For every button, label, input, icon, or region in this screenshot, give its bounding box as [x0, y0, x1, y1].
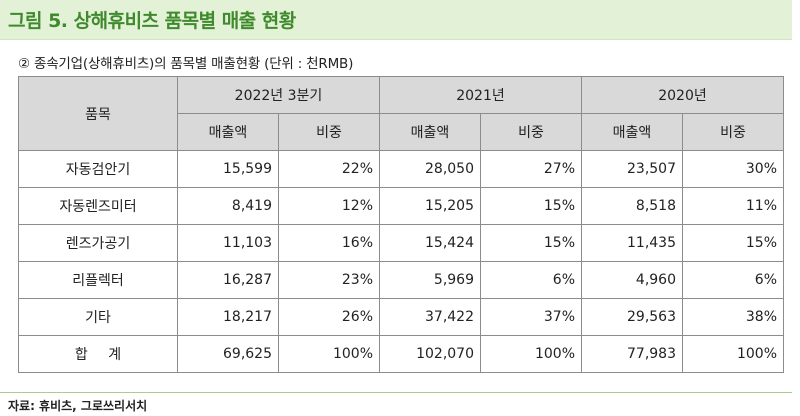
header-share: 비중	[480, 113, 582, 151]
cell-sales: 16,287	[177, 261, 279, 299]
cell-sales: 5,969	[379, 261, 481, 299]
header-period-2022q3: 2022년 3분기	[177, 76, 380, 114]
table-row: 리플렉터 16,287 23% 5,969 6% 4,960 6%	[18, 261, 784, 299]
cell-sales: 15,205	[379, 187, 481, 225]
row-item: 자동렌즈미터	[18, 187, 178, 225]
sales-by-item-table: 품목 2022년 3분기 2021년 2020년 매출액 비중 매출액 비중 매…	[18, 76, 784, 373]
figure-title: 그림 5. 상해휴비츠 품목별 매출 현황	[0, 0, 792, 40]
cell-share: 27%	[480, 150, 582, 188]
cell-share: 22%	[278, 150, 380, 188]
cell-share: 100%	[480, 335, 582, 373]
cell-share: 15%	[480, 224, 582, 262]
cell-share: 15%	[682, 224, 784, 262]
table-row: 자동검안기 15,599 22% 28,050 27% 23,507 30%	[18, 150, 784, 188]
cell-share: 11%	[682, 187, 784, 225]
cell-share: 30%	[682, 150, 784, 188]
row-item: 리플렉터	[18, 261, 178, 299]
cell-share: 16%	[278, 224, 380, 262]
row-item-total: 합 계	[18, 335, 178, 373]
header-sales: 매출액	[581, 113, 683, 151]
table-row-total: 합 계 69,625 100% 102,070 100% 77,983 100%	[18, 335, 784, 373]
cell-sales: 77,983	[581, 335, 683, 373]
cell-sales: 15,599	[177, 150, 279, 188]
header-period-2020: 2020년	[581, 76, 784, 114]
table-row: 자동렌즈미터 8,419 12% 15,205 15% 8,518 11%	[18, 187, 784, 225]
table-subtitle: ② 종속기업(상해휴비츠)의 품목별 매출현황 (단위 : 천RMB)	[18, 56, 354, 72]
table-row: 렌즈가공기 11,103 16% 15,424 15% 11,435 15%	[18, 224, 784, 262]
cell-sales: 4,960	[581, 261, 683, 299]
header-share: 비중	[682, 113, 784, 151]
cell-share: 15%	[480, 187, 582, 225]
cell-sales: 8,518	[581, 187, 683, 225]
header-row-periods: 품목 2022년 3분기 2021년 2020년	[18, 76, 784, 151]
header-sales: 매출액	[379, 113, 481, 151]
cell-sales: 23,507	[581, 150, 683, 188]
header-item: 품목	[18, 76, 178, 151]
cell-sales: 29,563	[581, 298, 683, 336]
cell-share: 38%	[682, 298, 784, 336]
header-row-metrics: 매출액 비중 매출액 비중 매출액 비중	[19, 113, 784, 151]
cell-sales: 37,422	[379, 298, 481, 336]
table-row: 기타 18,217 26% 37,422 37% 29,563 38%	[18, 298, 784, 336]
header-share: 비중	[278, 113, 380, 151]
cell-sales: 18,217	[177, 298, 279, 336]
header-period-2021: 2021년	[379, 76, 582, 114]
cell-sales: 28,050	[379, 150, 481, 188]
cell-sales: 15,424	[379, 224, 481, 262]
row-item: 렌즈가공기	[18, 224, 178, 262]
cell-sales: 11,435	[581, 224, 683, 262]
cell-share: 100%	[682, 335, 784, 373]
row-item: 자동검안기	[18, 150, 178, 188]
cell-sales: 11,103	[177, 224, 279, 262]
header-sales: 매출액	[177, 113, 279, 151]
cell-share: 12%	[278, 187, 380, 225]
cell-sales: 8,419	[177, 187, 279, 225]
cell-share: 23%	[278, 261, 380, 299]
cell-sales: 69,625	[177, 335, 279, 373]
cell-share: 37%	[480, 298, 582, 336]
cell-share: 6%	[682, 261, 784, 299]
cell-share: 6%	[480, 261, 582, 299]
source-note: 자료: 휴비츠, 그로쓰리서치	[0, 392, 792, 414]
cell-share: 26%	[278, 298, 380, 336]
cell-sales: 102,070	[379, 335, 481, 373]
row-item: 기타	[18, 298, 178, 336]
cell-share: 100%	[278, 335, 380, 373]
